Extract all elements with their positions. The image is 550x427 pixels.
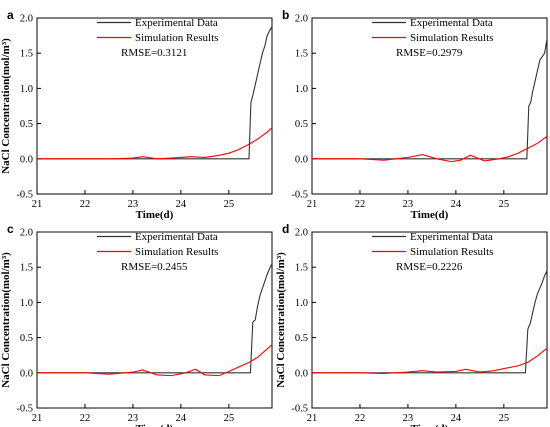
x-tick-label: 25 [224, 413, 235, 424]
x-tick-label: 22 [355, 413, 366, 424]
panel-letter-b: b [282, 8, 289, 22]
x-tick-label: 24 [451, 199, 462, 210]
y-tick-label: 0.5 [295, 333, 308, 344]
rmse-annotation: RMSE=0.2226 [396, 261, 463, 273]
y-tick-label: 1.5 [295, 49, 308, 60]
y-tick-label: -0.5 [291, 190, 308, 201]
legend-entry: Simulation Results [135, 32, 218, 44]
x-tick-label: 21 [307, 199, 318, 210]
rmse-annotation: RMSE=0.2979 [396, 47, 463, 59]
series-line-simulation [37, 127, 272, 160]
y-tick-label: 2.0 [295, 228, 308, 239]
legend-entry: Simulation Results [410, 246, 493, 258]
x-tick-label: 22 [80, 199, 91, 210]
y-tick-label: 1.5 [20, 49, 33, 60]
y-tick-label: -0.5 [16, 404, 33, 415]
x-tick-label: 23 [128, 199, 139, 210]
y-tick-label: 0.0 [295, 368, 308, 379]
series-line-experimental [312, 270, 547, 374]
y-axis-title: NaCl Concentration(mol/m³) [275, 252, 287, 388]
legend-entry: Simulation Results [135, 246, 218, 258]
plot-frame [311, 231, 548, 409]
y-tick-label: 2.0 [20, 228, 33, 239]
x-axis-title: Time(d) [411, 423, 449, 427]
x-axis-title: Time(d) [136, 209, 174, 221]
legend-entry: Experimental Data [410, 231, 493, 243]
plot-frame [36, 17, 273, 195]
x-tick-label: 22 [355, 199, 366, 210]
y-tick-label: 0.5 [20, 333, 33, 344]
series-line-simulation [312, 135, 547, 163]
y-tick-label: 1.0 [20, 298, 33, 309]
x-tick-label: 21 [32, 413, 43, 424]
panel-letter-a: a [7, 8, 14, 22]
y-tick-label: 1.5 [295, 263, 308, 274]
x-tick-label: 22 [80, 413, 91, 424]
y-tick-label: -0.5 [291, 404, 308, 415]
x-tick-label: 23 [403, 199, 414, 210]
chart-panel-c: -0.5 0.0 0.5 1.0 1.5 2.0 21 22 23 24 25 Time(d) NaCl… [0, 222, 273, 427]
y-tick-label: -0.5 [16, 190, 33, 201]
y-tick-label: 1.0 [20, 84, 33, 95]
series-line-experimental [312, 39, 547, 160]
rmse-annotation: RMSE=0.3121 [121, 47, 187, 59]
x-tick-label: 21 [307, 413, 318, 424]
y-tick-label: 1.0 [295, 84, 308, 95]
series-line-simulation [312, 347, 547, 375]
x-tick-label: 24 [176, 413, 187, 424]
y-tick-label: 0.5 [20, 119, 33, 130]
chart-panel-a: -0.5 0.0 0.5 1.0 1.5 2.0 21 22 23 24 25 Time(d) NaCl… [0, 8, 273, 221]
chart-panel-d: -0.5 0.0 0.5 1.0 1.5 2.0 21 22 23 24 25 Time(d) NaCl… [275, 222, 548, 427]
y-tick-label: 0.0 [20, 154, 33, 165]
y-tick-label: 0.0 [20, 368, 33, 379]
x-axis-title: Time(d) [136, 423, 174, 427]
y-axis-title: NaCl Concentration(mol/m³) [0, 38, 12, 174]
y-tick-label: 0.5 [295, 119, 308, 130]
x-axis-title: Time(d) [411, 209, 449, 221]
panel-letter-d: d [282, 222, 289, 236]
x-tick-label: 24 [451, 413, 462, 424]
chart-panel-b: -0.5 0.0 0.5 1.0 1.5 2.0 21 22 23 24 25 Time(d) b Exp… [282, 8, 548, 221]
series-line-experimental [37, 263, 272, 374]
x-tick-label: 25 [499, 413, 510, 424]
panel-letter-c: c [7, 222, 14, 236]
y-axis-title: NaCl Concentration(mol/m³) [0, 252, 12, 388]
y-tick-label: 2.0 [20, 14, 33, 25]
x-tick-label: 23 [403, 413, 414, 424]
legend-entry: Simulation Results [410, 32, 493, 44]
x-tick-label: 23 [128, 413, 139, 424]
legend-entry: Experimental Data [410, 17, 493, 29]
legend-entry: Experimental Data [135, 231, 218, 243]
x-tick-label: 24 [176, 199, 187, 210]
plot-frame [36, 231, 273, 409]
x-tick-label: 25 [224, 199, 235, 210]
y-tick-label: 0.0 [295, 154, 308, 165]
rmse-annotation: RMSE=0.2455 [121, 261, 188, 273]
x-tick-label: 25 [499, 199, 510, 210]
y-tick-label: 2.0 [295, 14, 308, 25]
plot-frame [311, 17, 548, 195]
y-tick-label: 1.5 [20, 263, 33, 274]
legend-entry: Experimental Data [135, 17, 218, 29]
x-tick-label: 21 [32, 199, 43, 210]
series-line-simulation [37, 344, 272, 377]
y-tick-label: 1.0 [295, 298, 308, 309]
